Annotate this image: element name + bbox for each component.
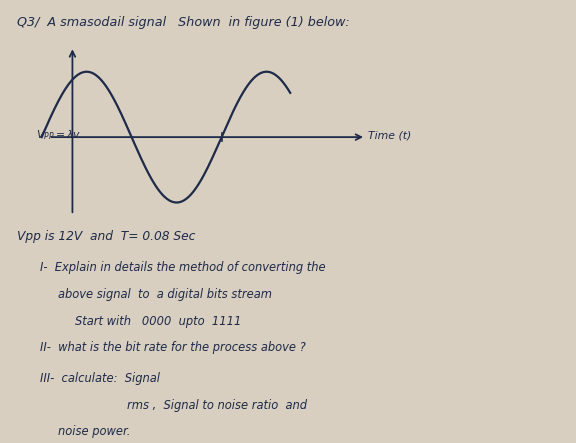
Text: rms ,  Signal to noise ratio  and: rms , Signal to noise ratio and: [127, 399, 306, 412]
Text: I-  Explain in details the method of converting the: I- Explain in details the method of conv…: [40, 261, 326, 274]
Text: above signal  to  a digital bits stream: above signal to a digital bits stream: [58, 288, 272, 301]
Text: Start with   0000  upto  1111: Start with 0000 upto 1111: [75, 315, 241, 327]
Text: Vpp is 12V  and  T= 0.08 Sec: Vpp is 12V and T= 0.08 Sec: [17, 230, 196, 243]
Text: noise power.: noise power.: [58, 425, 130, 438]
Text: III-  calculate:  Signal: III- calculate: Signal: [40, 372, 160, 385]
Text: II-  what is the bit rate for the process above ?: II- what is the bit rate for the process…: [40, 341, 306, 354]
Text: $V_{PP}=\lambda v$: $V_{PP}=\lambda v$: [36, 128, 81, 142]
Text: Q3/  A smasodail signal   Shown  in figure (1) below:: Q3/ A smasodail signal Shown in figure (…: [17, 16, 350, 28]
Text: Time (t): Time (t): [368, 130, 412, 140]
